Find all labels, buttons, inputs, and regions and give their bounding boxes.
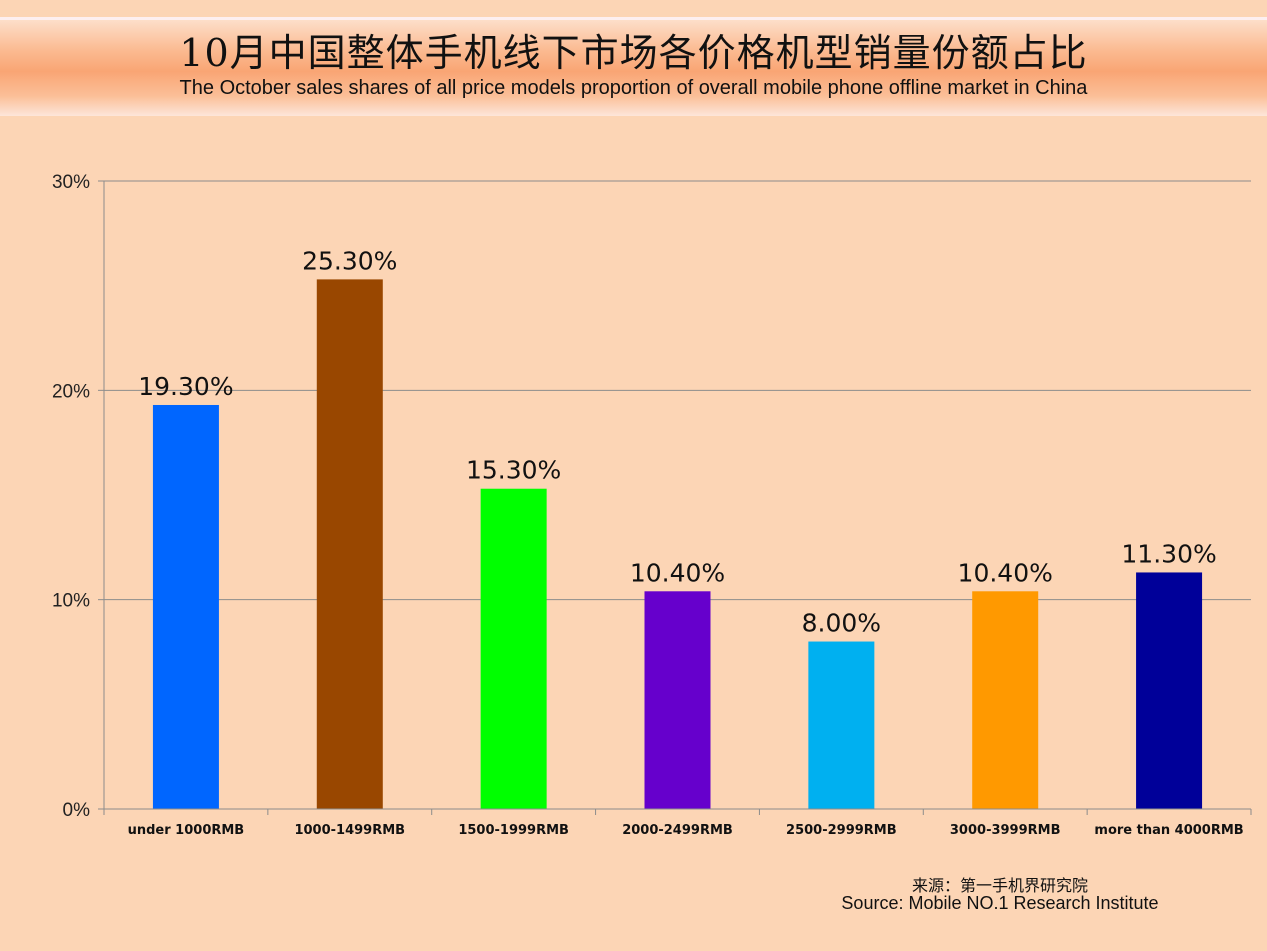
source-en: Source: Mobile NO.1 Research Institute <box>841 893 1159 913</box>
banner-top-line <box>0 17 1267 20</box>
title-banner <box>0 17 1267 116</box>
bar <box>316 279 383 809</box>
x-category-label: under 1000RMB <box>128 823 245 838</box>
y-tick-label: 20% <box>52 381 90 402</box>
x-axis: under 1000RMB 1000-1499RMB 1500-1999RMB 200… <box>103 808 1252 838</box>
y-axis: 0% 10% 20% 30% <box>52 172 105 821</box>
gridlines <box>104 180 1251 601</box>
bar <box>808 641 875 809</box>
data-label: 10.40% <box>958 558 1053 587</box>
x-category-label: 2500-2999RMB <box>786 823 897 838</box>
data-label: 8.00% <box>802 609 881 638</box>
source-cn: 来源：第一手机界研究院 <box>911 878 1088 895</box>
bar <box>152 404 219 809</box>
y-tick-label: 10% <box>52 591 90 612</box>
chart-subtitle: The October sales shares of all price mo… <box>179 77 1088 99</box>
x-category-label: more than 4000RMB <box>1094 823 1243 838</box>
data-label: 25.30% <box>302 246 397 275</box>
bar <box>644 591 711 809</box>
x-category-label: 1000-1499RMB <box>294 823 405 838</box>
bar <box>1136 572 1203 809</box>
x-category-label: 2000-2499RMB <box>622 823 733 838</box>
data-label: 11.30% <box>1121 539 1216 568</box>
x-category-label: 3000-3999RMB <box>950 823 1061 838</box>
bar <box>972 591 1039 809</box>
y-tick-label: 30% <box>52 172 90 193</box>
x-category-label: 1500-1999RMB <box>458 823 569 838</box>
data-label: 10.40% <box>630 558 725 587</box>
bars <box>152 279 1203 809</box>
chart-title: 10月中国整体手机线下市场各价格机型销量份额占比 <box>179 31 1088 75</box>
data-label: 15.30% <box>466 456 561 485</box>
data-label: 19.30% <box>138 372 233 401</box>
y-tick-label: 0% <box>63 800 91 821</box>
bar <box>480 488 547 809</box>
data-labels: 19.30% 25.30% 15.30% 10.40% 8.00% 10.40% 11.30… <box>138 246 1216 637</box>
